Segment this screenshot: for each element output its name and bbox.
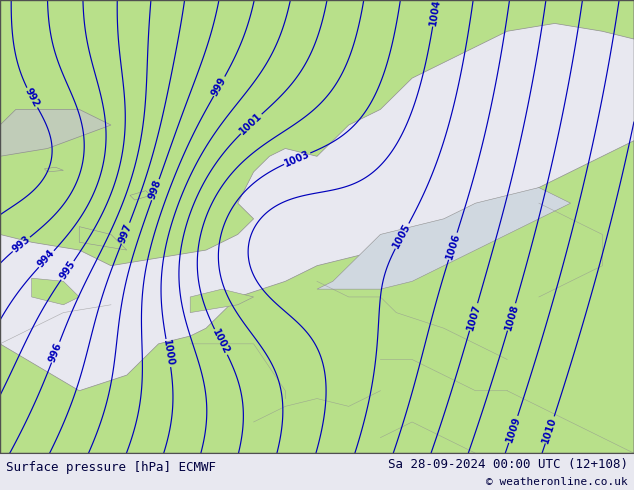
Text: 1006: 1006	[444, 232, 462, 261]
Polygon shape	[0, 0, 634, 266]
Text: 1005: 1005	[391, 222, 413, 250]
Polygon shape	[317, 188, 571, 289]
Polygon shape	[0, 141, 634, 453]
Text: 1003: 1003	[283, 148, 311, 169]
Text: 997: 997	[117, 222, 134, 245]
Text: 998: 998	[147, 178, 164, 201]
Text: 999: 999	[210, 75, 229, 98]
Text: Surface pressure [hPa] ECMWF: Surface pressure [hPa] ECMWF	[6, 461, 216, 474]
Text: 1000: 1000	[161, 339, 176, 367]
Text: 992: 992	[23, 86, 41, 109]
Text: 1001: 1001	[238, 111, 264, 137]
Polygon shape	[0, 109, 111, 156]
Polygon shape	[130, 191, 150, 200]
Text: 996: 996	[48, 341, 64, 364]
Text: Sa 28-09-2024 00:00 UTC (12+108): Sa 28-09-2024 00:00 UTC (12+108)	[387, 458, 628, 471]
Text: © weatheronline.co.uk: © weatheronline.co.uk	[486, 477, 628, 487]
Polygon shape	[32, 278, 79, 305]
Text: 994: 994	[36, 248, 57, 270]
Text: 995: 995	[58, 259, 77, 282]
Text: 1009: 1009	[504, 415, 522, 444]
Text: 1007: 1007	[465, 302, 482, 331]
Text: 1004: 1004	[428, 0, 442, 26]
Polygon shape	[44, 167, 63, 172]
Polygon shape	[190, 289, 254, 313]
Text: 1010: 1010	[541, 416, 559, 444]
Text: 993: 993	[10, 234, 32, 254]
Text: 1008: 1008	[503, 302, 520, 331]
Text: 1002: 1002	[210, 328, 231, 356]
Polygon shape	[79, 226, 127, 250]
